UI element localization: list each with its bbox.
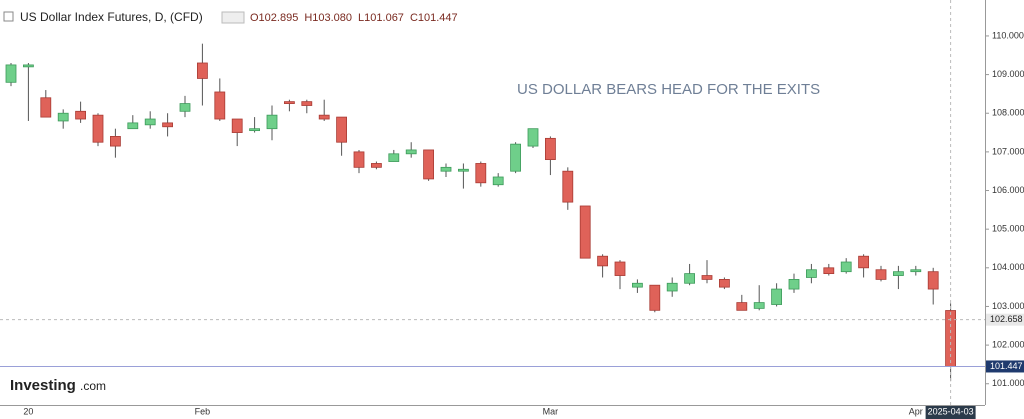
candle-body [510, 143, 522, 172]
candle-body [858, 255, 869, 269]
candle-body [196, 62, 208, 79]
chart-title: US Dollar Index Futures, D, (CFD) [20, 10, 203, 24]
y-tick-label: 107.000 [992, 146, 1024, 156]
x-label-box [925, 406, 976, 419]
candle-body [405, 149, 417, 155]
x-tick-label: 2025-04-03 [928, 406, 974, 416]
ohlc-value: H103.080 [304, 12, 352, 24]
y-tick-label: 102.000 [992, 339, 1024, 349]
y-tick-label: 104.000 [992, 262, 1024, 272]
candle-body [162, 122, 174, 128]
candle-body [249, 128, 261, 132]
annotation: US DOLLAR BEARS HEAD FOR THE EXITS [517, 81, 820, 98]
candle-body [127, 122, 139, 130]
candle-body [283, 101, 295, 104]
candle-body [388, 153, 400, 162]
candle-body [736, 302, 748, 311]
candle-body [57, 112, 69, 122]
candle-body [562, 170, 574, 203]
ohlc-value: L101.067 [358, 12, 404, 24]
candle-body [144, 118, 156, 126]
brand: Investing [10, 377, 76, 394]
candle-body [475, 163, 487, 184]
candle-body [179, 103, 191, 112]
candle-body [893, 271, 904, 276]
price-label-box [986, 313, 1024, 326]
candle-body [457, 168, 469, 172]
candle-body [266, 114, 278, 130]
x-tick-label: Feb [195, 406, 211, 416]
y-tick-label: 101.000 [992, 378, 1024, 388]
candle-body [806, 269, 817, 278]
candle-body [597, 255, 608, 267]
candle-body [75, 110, 86, 120]
candle-body [423, 149, 435, 180]
price-label: 102.658 [990, 314, 1023, 324]
y-tick-label: 110.000 [992, 30, 1024, 40]
y-tick-label: 109.000 [992, 69, 1024, 79]
candle-body [110, 136, 121, 147]
candle-body [927, 271, 939, 290]
y-tick-label: 103.000 [992, 301, 1024, 311]
x-tick-label: 20 [23, 406, 33, 416]
brand-suffix: .com [80, 379, 106, 393]
candle-body [579, 205, 591, 259]
candle-body [632, 282, 643, 288]
candle-body [910, 269, 922, 273]
candle-body [92, 114, 104, 143]
price-label: 101.447 [990, 361, 1023, 371]
icon [3, 11, 14, 22]
candle-body [40, 97, 52, 118]
candle-body [22, 64, 34, 68]
candle-body [527, 128, 539, 147]
candle-body [231, 118, 243, 133]
candle-body [649, 284, 661, 311]
candle-body [840, 261, 852, 273]
y-tick-label: 106.000 [992, 185, 1024, 195]
y-tick-label: 105.000 [992, 224, 1024, 234]
candle-body [823, 267, 835, 275]
y-tick-label: 108.000 [992, 108, 1024, 118]
candle-body [666, 282, 678, 292]
candle-body [719, 279, 730, 288]
candle-body [318, 114, 330, 120]
candle-body [684, 273, 695, 284]
price-label-box [986, 360, 1024, 373]
candle-body [788, 279, 800, 290]
candle-body [875, 269, 887, 280]
candle-body [492, 176, 504, 186]
candle-body [701, 275, 713, 280]
candle-body [545, 137, 556, 161]
x-tick-label: Apr [909, 406, 923, 416]
candle-body [370, 163, 382, 168]
candle-body [771, 288, 782, 305]
ohlc-value: O102.895 [250, 12, 298, 24]
x-tick-label: Mar [543, 406, 559, 416]
candle-body [336, 116, 348, 143]
candle-body [301, 101, 313, 106]
candle-body [753, 302, 765, 309]
candle-body [440, 166, 452, 172]
candle-body [353, 151, 365, 168]
badge [221, 11, 245, 24]
candle-body [5, 64, 17, 83]
ohlc-value: C101.447 [410, 12, 458, 24]
candle-body [214, 91, 226, 120]
candle-body [614, 261, 626, 276]
